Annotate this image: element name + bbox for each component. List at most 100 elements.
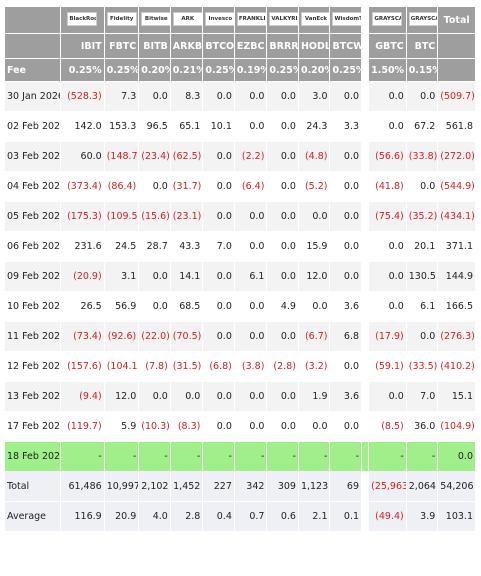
flow-value: 0.0: [369, 262, 406, 291]
flow-value: (4.8): [298, 142, 330, 171]
flow-value: 0.0: [330, 412, 362, 441]
flow-value: -: [406, 442, 438, 471]
ticker: IBIT: [60, 34, 104, 58]
flow-value: (31.7): [170, 172, 203, 201]
ticker: BTC: [406, 34, 438, 58]
day-row: 30 Jan 2026 (528.3) 7.3 0.0 8.3 0.0 0.0 0.0 3.0 0…: [5, 82, 475, 111]
flow-value: (276.3): [438, 322, 475, 351]
flow-value: 0.0: [203, 322, 234, 351]
flow-value: 0.0: [406, 82, 438, 111]
flow-value: (410.2): [438, 352, 475, 381]
flow-value: (3.8): [234, 352, 267, 381]
flow-value: 0.0: [438, 442, 475, 471]
flow-value: (73.4): [60, 322, 104, 351]
flow-value: 0.0: [298, 292, 330, 321]
flow-value: 0.0: [139, 382, 170, 411]
day-row: 05 Feb 2026(175.3)(109.5)(15.6)(23.1)0.0…: [5, 202, 475, 231]
fee: 0.25%: [330, 59, 362, 81]
flow-value: 67.2: [406, 112, 438, 141]
flow-value: (109.5): [104, 202, 139, 231]
flow-value: -: [170, 442, 203, 471]
flow-value: 0.0: [267, 262, 298, 291]
spacer: [362, 82, 369, 111]
flow-value: 2,064: [406, 472, 438, 501]
issuer-logo: Invesco: [205, 11, 234, 26]
flow-value: 153.3: [104, 112, 139, 141]
table-body: BlackRock Fidelity BitwiseARKInvescoFRANKL…: [5, 7, 475, 531]
flow-value: -: [369, 442, 406, 471]
flow-value: 0.0: [369, 382, 406, 411]
flow-value: 0.6: [267, 502, 298, 531]
date: 13 Feb 2026: [5, 382, 60, 411]
flow-value: 116.9: [60, 502, 104, 531]
flow-value: 12.0: [104, 382, 139, 411]
date: 05 Feb 2026: [5, 202, 60, 231]
ticker: BITB: [139, 34, 170, 58]
flow-value: (33.8): [406, 142, 438, 171]
day-row: 09 Feb 2026(20.9)3.10.014.10.06.10.012.0…: [5, 262, 475, 291]
flow-value: 0.0: [330, 352, 362, 381]
flow-value: (70.5): [170, 322, 203, 351]
flow-value: 3.9: [406, 502, 438, 531]
flow-value: 1,123: [298, 472, 330, 501]
flow-value: (17.9): [369, 322, 406, 351]
flow-value: (23.4): [139, 142, 170, 171]
flow-value: 20.9: [104, 502, 139, 531]
fee-row: Fee0.25%0.25%0.20%0.21%0.25%0.19%0.25%0.…: [5, 59, 475, 81]
spacer: [362, 502, 369, 531]
flow-value: 3.6: [330, 382, 362, 411]
logo-cell: VALKYRIE: [267, 7, 298, 33]
date: 30 Jan 2026: [5, 82, 60, 111]
flow-value: 3.1: [104, 262, 139, 291]
flow-value: 166.5: [438, 292, 475, 321]
ticker-row: IBIT FBTC BITB ARKB BTCO EZBC BRRR HODL BTCW GBTC…: [5, 34, 475, 58]
flow-value: 68.5: [170, 292, 203, 321]
issuer-logo: ARK: [172, 11, 203, 26]
flow-value: 4.0: [139, 502, 170, 531]
date: 11 Feb 2026: [5, 322, 60, 351]
flow-value: -: [60, 442, 104, 471]
spacer: [362, 352, 369, 381]
flow-value: 0.0: [234, 292, 267, 321]
flow-value: 0.0: [267, 82, 298, 111]
spacer: [362, 292, 369, 321]
flow-value: 0.0: [203, 172, 234, 201]
flow-value: 0.0: [234, 382, 267, 411]
summary-label: Total: [5, 472, 60, 501]
flow-value: 142.0: [60, 112, 104, 141]
flow-value: 0.0: [369, 232, 406, 261]
fee: 0.25%: [267, 59, 298, 81]
flow-value: 0.0: [203, 142, 234, 171]
flow-value: 0.0: [170, 382, 203, 411]
spacer: [362, 7, 369, 33]
spacer: [362, 322, 369, 351]
flow-value: 0.0: [369, 82, 406, 111]
flow-value: 0.0: [406, 172, 438, 201]
flow-value: 0.0: [267, 112, 298, 141]
flow-value: 0.0: [369, 112, 406, 141]
spacer: [362, 112, 369, 141]
summary-label: Average: [5, 502, 60, 531]
flow-value: 144.9: [438, 262, 475, 291]
fee: 0.25%: [203, 59, 234, 81]
day-row: 18 Feb 2026-----------0.0: [5, 442, 475, 471]
date: 18 Feb 2026: [5, 442, 60, 471]
flow-value: 0.0: [267, 232, 298, 261]
ticker: BTCW: [330, 34, 362, 58]
flow-value: 56.9: [104, 292, 139, 321]
flow-value: 0.0: [267, 412, 298, 441]
flow-value: 61,486: [60, 472, 104, 501]
flow-value: 10,997: [104, 472, 139, 501]
issuer-logo: GRAYSCALE: [408, 11, 438, 26]
flow-value: 15.9: [298, 232, 330, 261]
spacer: [362, 142, 369, 171]
flow-value: 43.3: [170, 232, 203, 261]
flow-value: 0.0: [330, 142, 362, 171]
flow-value: (272.0): [438, 142, 475, 171]
issuer-logo: Fidelity: [106, 11, 137, 26]
fee: 0.20%: [298, 59, 330, 81]
flow-value: (104.9): [438, 412, 475, 441]
flow-value: 0.4: [203, 502, 234, 531]
spacer: [362, 232, 369, 261]
flow-value: 0.0: [267, 142, 298, 171]
